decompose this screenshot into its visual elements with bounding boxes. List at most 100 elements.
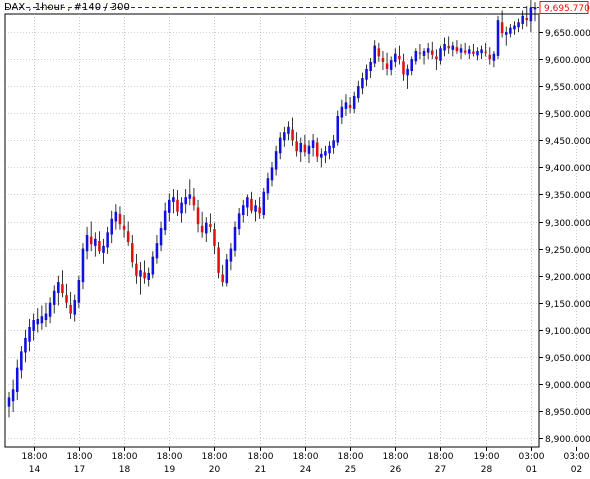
x-tick-date: 14 [29, 465, 41, 475]
candle [65, 283, 68, 309]
candle [225, 253, 229, 287]
x-tick-date: 27 [435, 465, 446, 475]
candle-body-down [98, 240, 101, 252]
candle [15, 359, 19, 401]
candle [254, 199, 257, 222]
candle [455, 40, 459, 54]
chart-position: #140 / 300 [73, 2, 130, 13]
candle [311, 133, 315, 157]
candle-body-down [176, 199, 179, 212]
x-tick-time: 18:00 [22, 452, 48, 462]
candle-body-up [266, 178, 270, 194]
candle-body-up [324, 151, 327, 156]
candle [167, 193, 171, 222]
candle-body-up [246, 197, 249, 208]
candle [69, 291, 72, 319]
last-price-box [539, 1, 589, 14]
candle [418, 43, 422, 60]
candle [365, 64, 368, 87]
candle-body-up [167, 199, 171, 213]
candle [509, 23, 512, 38]
candle [147, 267, 150, 287]
candle-body-down [118, 213, 122, 225]
candle-body-up [155, 243, 159, 259]
candle [472, 43, 475, 57]
candle-body-up [509, 27, 512, 34]
candle [299, 137, 303, 162]
candle-body-up [147, 272, 150, 280]
candle-body-up [106, 232, 109, 248]
x-tick-time: 18:00 [67, 452, 93, 462]
candle [500, 10, 504, 38]
x-tick-date: 01 [526, 465, 537, 475]
candle-body-up [394, 53, 397, 62]
x-tick-date: 25 [345, 465, 356, 475]
candle [480, 45, 483, 60]
candle [233, 221, 237, 257]
candle-body-up [361, 78, 364, 89]
candle-body-up [311, 140, 315, 148]
candle-body-up [369, 61, 372, 72]
candle [394, 48, 397, 68]
x-tick-date: 17 [74, 465, 85, 475]
candle [340, 99, 344, 125]
candle-body-up [28, 327, 31, 342]
candle-body-down [447, 46, 450, 49]
x-tick-date: 19 [164, 465, 176, 475]
candle [459, 43, 463, 60]
candle-body-up [344, 102, 348, 109]
candle [303, 134, 307, 157]
candle [139, 262, 142, 295]
candle [484, 42, 487, 57]
candle-body-down [377, 48, 381, 57]
candle [344, 94, 348, 116]
candle [463, 42, 467, 55]
candle-body-up [52, 290, 56, 305]
candle [24, 329, 27, 363]
candle [406, 64, 409, 89]
candle-body-down [200, 225, 204, 233]
candle [143, 260, 146, 284]
candle [98, 231, 101, 254]
candle [114, 204, 118, 230]
y-tick-label: 9,200.000 [545, 273, 590, 283]
candle-body-up [57, 282, 60, 293]
candle-body-down [250, 198, 253, 211]
y-tick-label: 8,950.000 [545, 408, 590, 418]
candle [110, 210, 114, 244]
candle [430, 41, 434, 60]
x-tick-date: 24 [300, 465, 312, 475]
candle [307, 140, 311, 164]
candle [28, 318, 31, 352]
candle-body-up [262, 191, 266, 216]
candle-body-up [476, 51, 479, 56]
candle [213, 222, 216, 254]
candle [513, 21, 516, 35]
candle [94, 232, 97, 257]
candle-body-up [241, 205, 245, 216]
candle-body-up [480, 49, 483, 54]
x-tick-date: 28 [481, 465, 493, 475]
candle-body-up [389, 60, 393, 70]
candle [135, 253, 138, 284]
candle-body-down [258, 207, 261, 214]
x-tick-time: 18:00 [157, 452, 183, 462]
candle-body-up [299, 143, 303, 153]
candle-body-down [192, 196, 196, 206]
candle-body-up [373, 45, 377, 64]
y-tick-label: 9,500.000 [545, 110, 590, 120]
candle-body-up [270, 167, 274, 181]
candle [163, 202, 167, 236]
candle-body-down [525, 17, 529, 21]
candle-body-down [291, 129, 294, 141]
candle [295, 132, 298, 157]
candle-body-up [287, 126, 290, 134]
candle-body-up [459, 48, 463, 53]
candle-body-down [484, 51, 487, 53]
candle-body-up [410, 59, 413, 72]
candle-body-up [352, 95, 356, 109]
candle-body-up [513, 25, 516, 30]
chart-symbol: DAX [4, 2, 26, 13]
candle-body-up [332, 140, 335, 148]
candle-body-up [533, 7, 537, 10]
